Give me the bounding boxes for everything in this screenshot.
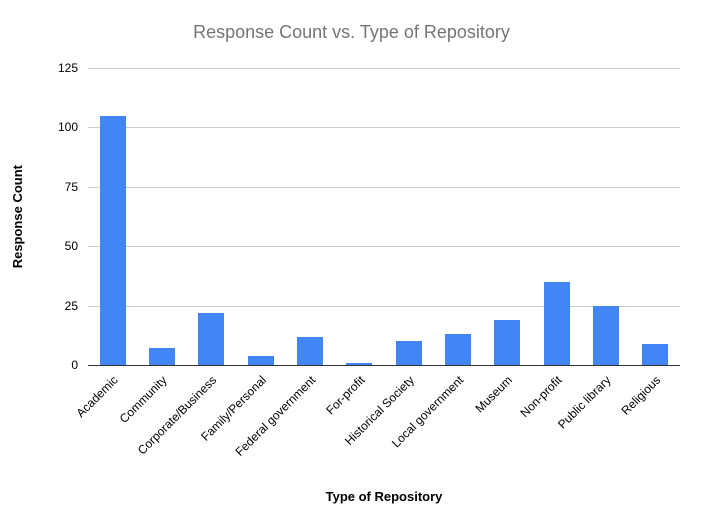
bar[interactable] bbox=[198, 312, 225, 365]
gridline bbox=[88, 127, 680, 129]
x-tick-label: Religious bbox=[618, 373, 664, 418]
y-axis-title: Response Count bbox=[8, 68, 26, 365]
gridline bbox=[88, 68, 680, 69]
bar[interactable] bbox=[395, 341, 422, 365]
y-tick-label: 0 bbox=[71, 358, 78, 372]
y-tick-label: 100 bbox=[57, 120, 78, 135]
bar[interactable] bbox=[149, 348, 175, 365]
bar[interactable] bbox=[445, 334, 471, 365]
x-tick-label: For-profit bbox=[322, 373, 368, 418]
gridline bbox=[88, 305, 680, 307]
bar[interactable] bbox=[593, 305, 619, 365]
x-tick-label: Community bbox=[117, 373, 170, 426]
bar[interactable] bbox=[494, 319, 521, 365]
plot-area bbox=[88, 68, 680, 366]
bar[interactable] bbox=[99, 115, 126, 365]
x-axis-line bbox=[88, 365, 680, 366]
gridline bbox=[88, 246, 680, 248]
y-tick-label: 75 bbox=[64, 179, 78, 194]
gridline bbox=[88, 186, 680, 188]
y-tick-label: 50 bbox=[64, 239, 78, 254]
y-tick-label: 25 bbox=[64, 298, 78, 313]
x-axis-title: Type of Repository bbox=[325, 489, 443, 504]
y-tick-label: 125 bbox=[57, 61, 78, 75]
bar[interactable] bbox=[247, 355, 274, 365]
y-axis-title-text: Response Count bbox=[9, 164, 25, 269]
chart-title: Response Count vs. Type of Repository bbox=[193, 22, 510, 42]
bar[interactable] bbox=[543, 281, 570, 365]
x-tick-label: Academic bbox=[73, 373, 121, 421]
bar[interactable] bbox=[297, 336, 323, 365]
x-tick-label: Museum bbox=[472, 373, 516, 416]
x-tick-label: Non-profit bbox=[517, 373, 565, 421]
bar[interactable] bbox=[642, 343, 669, 365]
bar[interactable] bbox=[346, 362, 373, 365]
